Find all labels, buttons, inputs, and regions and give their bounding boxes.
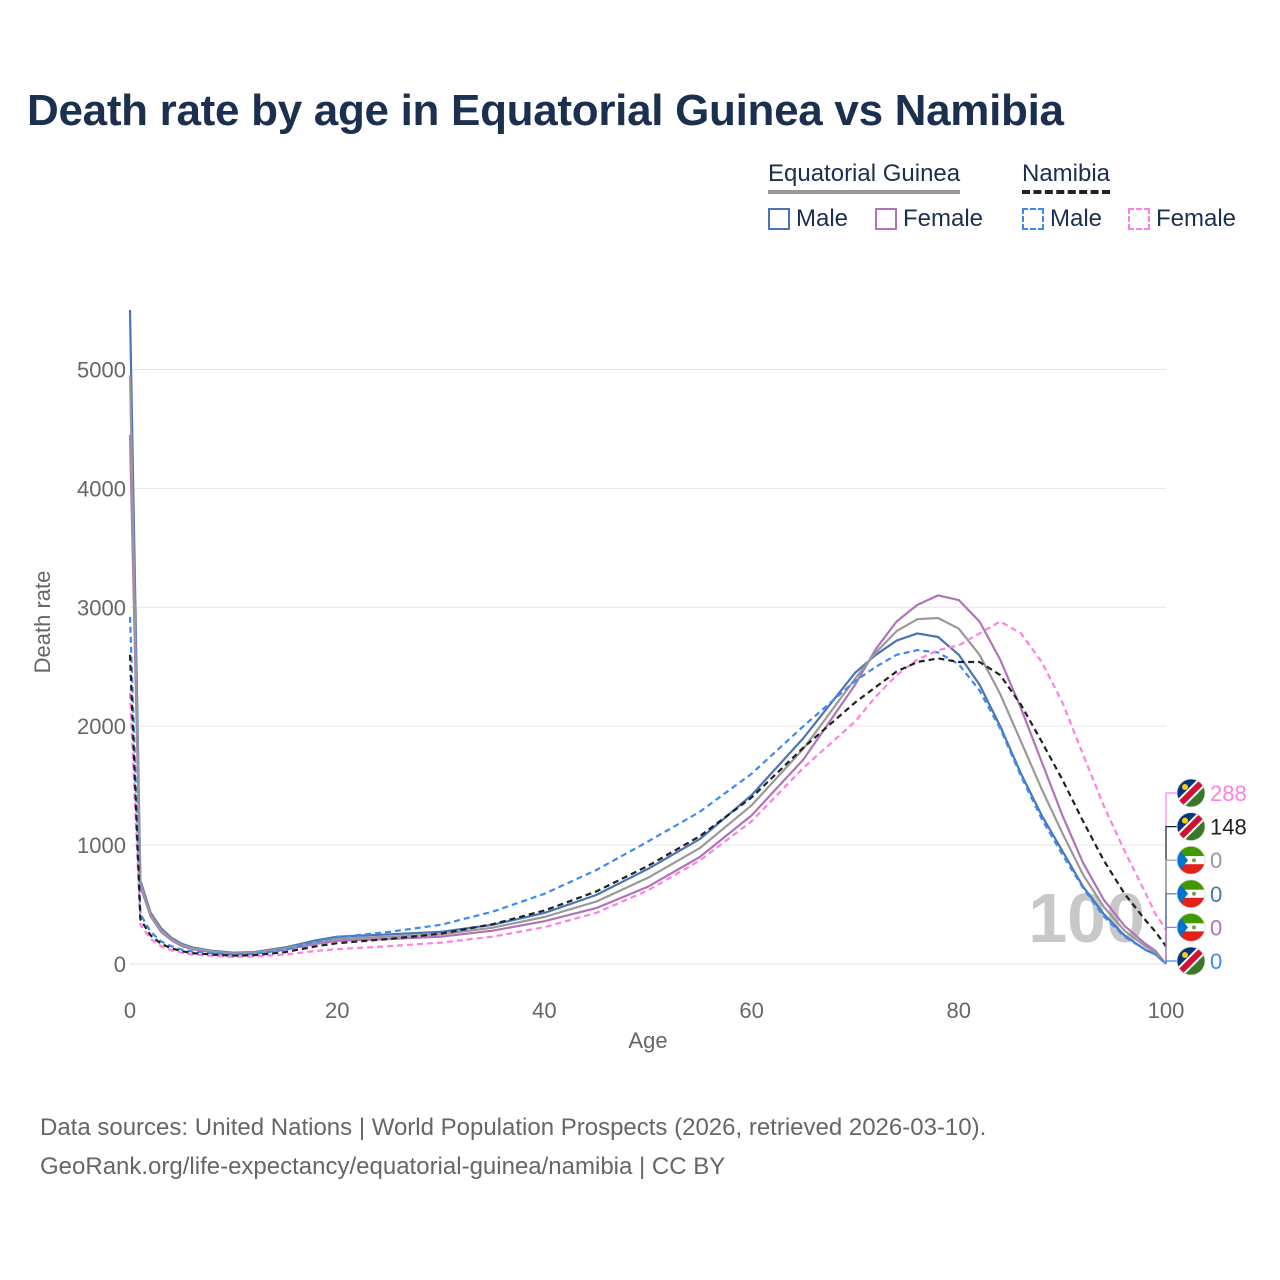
series-line-eg_female[interactable] <box>128 434 1167 965</box>
end-label-connector <box>1165 859 1177 964</box>
x-axis-label: Age <box>628 1028 667 1053</box>
end-label-connector <box>1165 792 1177 930</box>
flag-icon <box>1176 946 1206 976</box>
legend-label-eg-female: Female <box>903 205 984 232</box>
y-tick-label: 0 <box>114 952 126 977</box>
legend-item-na-female[interactable]: Female <box>1128 205 1236 233</box>
sources-line-1: Data sources: United Nations | World Pop… <box>40 1114 987 1141</box>
grid-lines <box>130 368 1166 965</box>
sources-line-2: GeoRank.org/life-expectancy/equatorial-g… <box>40 1153 726 1180</box>
legend-item-eg-female[interactable]: Female <box>875 205 983 233</box>
x-tick-label: 40 <box>532 998 556 1023</box>
legend: Equatorial Guinea Male Female Namibia Ma… <box>760 160 1260 250</box>
y-axis-ticks: 0 1000 2000 3000 4000 5000 <box>77 357 126 977</box>
flag-icon <box>1176 845 1206 875</box>
end-value-eg_total: 0 <box>1210 848 1222 873</box>
legend-label-na-female: Female <box>1156 205 1237 232</box>
y-tick-label: 1000 <box>77 833 126 858</box>
legend-swatch-na-male <box>1022 208 1044 230</box>
x-tick-label: 80 <box>947 998 971 1023</box>
series-line-na_female[interactable] <box>128 620 1167 958</box>
x-tick-label: 20 <box>325 998 349 1023</box>
legend-group-namibia[interactable]: Namibia <box>1022 160 1111 194</box>
legend-swatch-eg-female <box>875 208 897 230</box>
end-label-connector <box>1165 893 1177 964</box>
flag-icon <box>1176 879 1206 909</box>
legend-label-na-male: Male <box>1050 205 1103 232</box>
flag-icon <box>1176 913 1206 942</box>
x-axis-ticks: 0 20 40 60 80 100 <box>124 998 1184 1023</box>
end-value-eg_female: 0 <box>1210 915 1222 940</box>
series-line-na_male[interactable] <box>128 616 1167 965</box>
x-tick-label: 100 <box>1148 998 1185 1023</box>
x-tick-label: 60 <box>739 998 763 1023</box>
y-tick-label: 2000 <box>77 714 126 739</box>
end-label-connector <box>1165 960 1177 964</box>
end-label-connector <box>1165 825 1177 947</box>
chart-title: Death rate by age in Equatorial Guinea v… <box>27 86 1064 135</box>
x-tick-label: 0 <box>124 998 136 1023</box>
end-labels: 288 148 0 0 0 0 <box>1165 778 1247 976</box>
legend-group-label-namibia: Namibia <box>1022 160 1111 194</box>
y-tick-label: 3000 <box>77 595 126 620</box>
series-line-na_total[interactable] <box>128 654 1167 957</box>
legend-swatch-na-female <box>1128 208 1150 230</box>
series-lines <box>128 309 1167 965</box>
end-value-na_female: 288 <box>1210 781 1247 806</box>
y-tick-label: 4000 <box>77 476 126 501</box>
legend-swatch-eg-male <box>768 208 790 230</box>
legend-item-eg-male[interactable]: Male <box>768 205 848 233</box>
y-axis-label: Death rate <box>30 571 55 674</box>
data-sources: Data sources: United Nations | World Pop… <box>40 1108 986 1186</box>
flag-icon <box>1176 812 1206 841</box>
series-line-eg_male[interactable] <box>128 309 1167 965</box>
legend-label-eg-male: Male <box>796 205 849 232</box>
legend-item-na-male[interactable]: Male <box>1022 205 1102 233</box>
end-value-na_total: 148 <box>1210 815 1247 840</box>
legend-group-label-equatorial-guinea: Equatorial Guinea <box>768 160 961 194</box>
flag-icon <box>1176 778 1206 808</box>
legend-group-equatorial-guinea[interactable]: Equatorial Guinea <box>768 160 961 194</box>
y-tick-label: 5000 <box>77 357 126 382</box>
end-value-eg_male: 0 <box>1210 882 1222 907</box>
end-value-na_male: 0 <box>1210 949 1222 974</box>
series-line-eg_total[interactable] <box>128 375 1167 965</box>
end-label-connector <box>1165 926 1177 964</box>
